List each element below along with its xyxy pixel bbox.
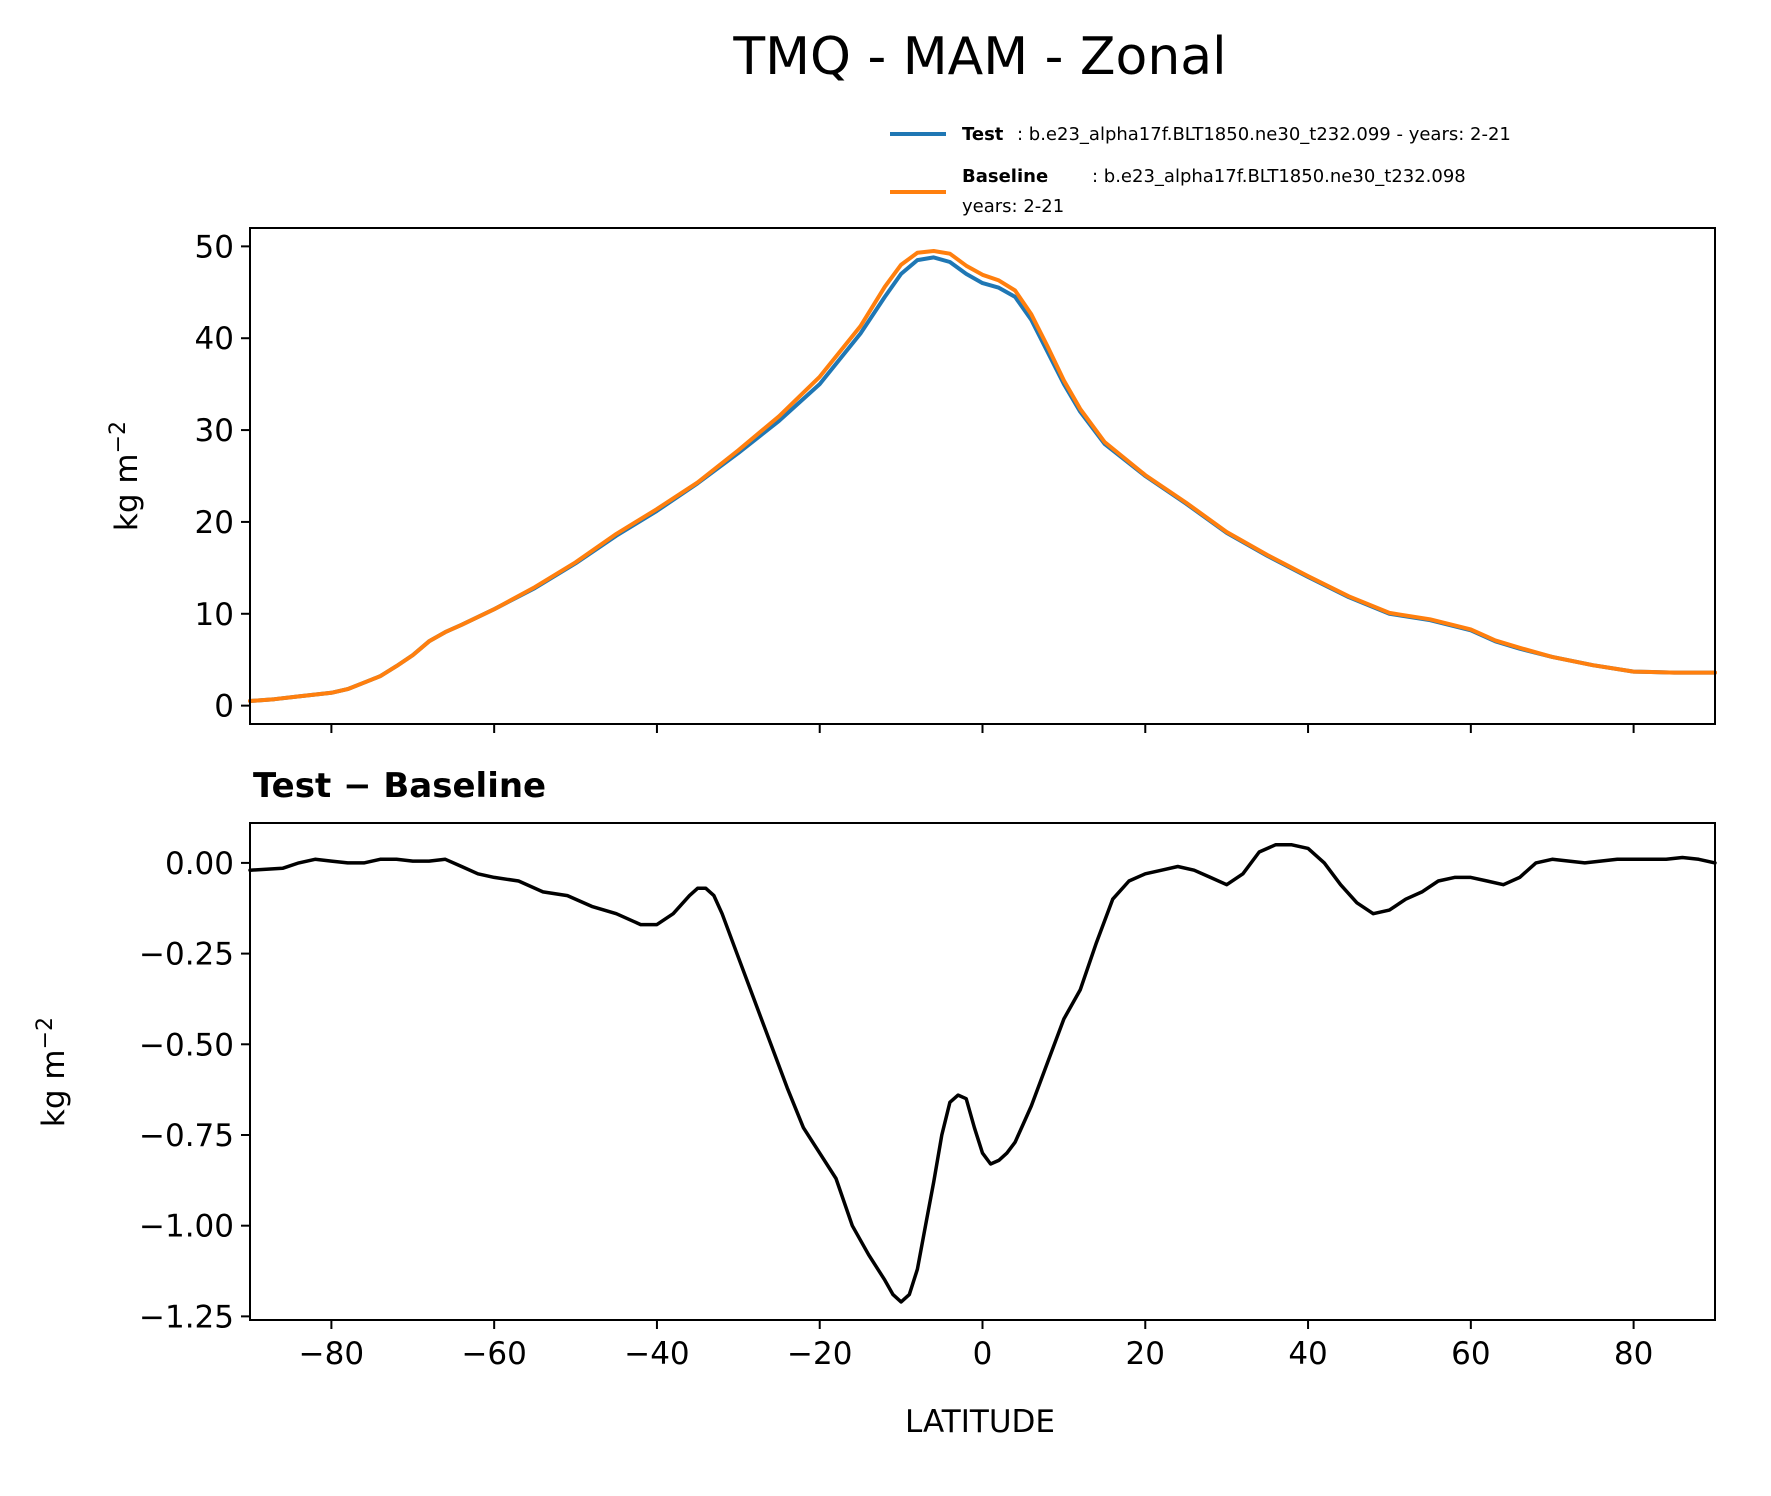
bottom-series-test-baseline: [248, 843, 1717, 1304]
top-x-ticks: [330, 724, 1635, 733]
bottom-y-axis-label-base: kg m: [36, 1049, 72, 1127]
top-series: [248, 249, 1717, 703]
bottom-y-axis-label-exponent: −2: [33, 1017, 58, 1049]
top-y-tick-label: 30: [195, 413, 234, 449]
bottom-y-axis-label: kg m−2: [33, 1017, 72, 1127]
top-y-tick-label: 40: [195, 321, 234, 357]
bottom-x-tick-label: 80: [1614, 1336, 1653, 1372]
bottom-y-tick-label: −0.50: [139, 1027, 234, 1063]
bottom-x-tick-label: 40: [1288, 1336, 1327, 1372]
bottom-x-tick-label: −40: [624, 1336, 689, 1372]
bottom-plot-frame: [249, 822, 1716, 1321]
bottom-y-ticks: 0.00 −0.25 −0.50 −0.75 −1.00 −1.25: [139, 846, 250, 1335]
legend-test-text: : b.e23_alpha17f.BLT1850.ne30_t232.099 -…: [1017, 124, 1511, 145]
top-panel: 0 10 20 30 40 50 kg m−2: [106, 227, 1717, 733]
top-y-ticks: 0 10 20 30 40 50: [195, 229, 250, 725]
bottom-series: [248, 843, 1717, 1304]
bottom-x-tick-label: 20: [1126, 1336, 1165, 1372]
bottom-x-tick-label: −80: [299, 1336, 364, 1372]
bottom-panel: Test − Baseline 0.00 −0.25 −0.50 −0.75 −1.00…: [33, 766, 1717, 1440]
legend-baseline-text2: years: 2-21: [962, 196, 1064, 217]
figure-title: TMQ - MAM - Zonal: [732, 27, 1226, 87]
top-y-axis-label-exponent: −2: [106, 421, 131, 453]
bottom-y-tick-label: −1.25: [139, 1299, 234, 1335]
top-y-tick-label: 50: [195, 229, 234, 265]
legend: Test : b.e23_alpha17f.BLT1850.ne30_t232.…: [890, 124, 1511, 217]
legend-test-name: Test: [962, 124, 1004, 145]
bottom-y-tick-label: −1.00: [139, 1209, 234, 1245]
legend-baseline-text: : b.e23_alpha17f.BLT1850.ne30_t232.098: [1092, 166, 1466, 187]
top-y-tick-label: 10: [195, 597, 234, 633]
top-y-tick-label: 0: [214, 689, 234, 725]
bottom-y-tick-label: 0.00: [165, 846, 234, 882]
bottom-x-tick-label: 60: [1451, 1336, 1490, 1372]
top-y-axis-label-base: kg m: [109, 453, 145, 531]
bottom-y-tick-label: −0.75: [139, 1118, 234, 1154]
bottom-x-tick-label: −20: [787, 1336, 852, 1372]
bottom-y-tick-label: −0.25: [139, 937, 234, 973]
top-plot-frame: [249, 227, 1716, 725]
legend-baseline-name: Baseline: [962, 166, 1048, 187]
bottom-x-ticks: −80 −60 −40 −20 0 20 40 60 80: [299, 1320, 1653, 1372]
top-series-test: [248, 255, 1717, 703]
bottom-x-tick-label: 0: [973, 1336, 993, 1372]
top-y-tick-label: 20: [195, 505, 234, 541]
x-axis-label: LATITUDE: [905, 1404, 1055, 1440]
bottom-x-tick-label: −60: [461, 1336, 526, 1372]
top-y-axis-label: kg m−2: [106, 421, 145, 531]
bottom-panel-title: Test − Baseline: [253, 766, 546, 806]
top-series-baseline: [248, 249, 1717, 703]
